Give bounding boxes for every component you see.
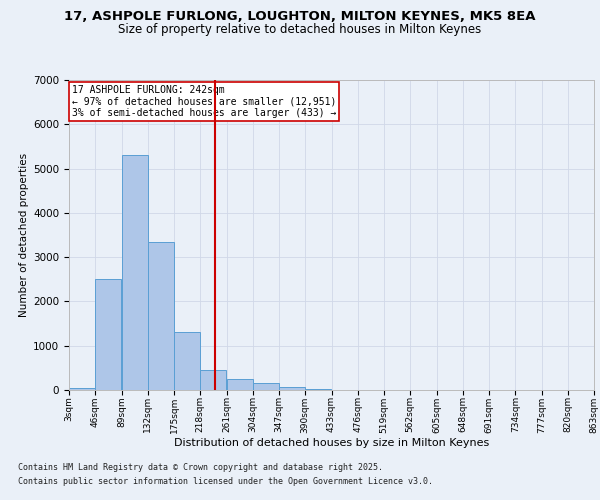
Y-axis label: Number of detached properties: Number of detached properties [19, 153, 29, 317]
Bar [200, 370, 226, 390]
Bar [279, 388, 305, 390]
Bar [227, 379, 253, 390]
Text: 17, ASHPOLE FURLONG, LOUGHTON, MILTON KEYNES, MK5 8EA: 17, ASHPOLE FURLONG, LOUGHTON, MILTON KE… [64, 10, 536, 23]
Bar [305, 388, 331, 390]
Bar [95, 280, 121, 390]
Bar [148, 242, 174, 390]
Text: Size of property relative to detached houses in Milton Keynes: Size of property relative to detached ho… [118, 22, 482, 36]
Text: 17 ASHPOLE FURLONG: 242sqm
← 97% of detached houses are smaller (12,951)
3% of s: 17 ASHPOLE FURLONG: 242sqm ← 97% of deta… [71, 84, 336, 118]
Bar [174, 332, 200, 390]
Bar [69, 388, 95, 390]
X-axis label: Distribution of detached houses by size in Milton Keynes: Distribution of detached houses by size … [174, 438, 489, 448]
Bar [122, 156, 148, 390]
Bar [253, 384, 279, 390]
Text: Contains HM Land Registry data © Crown copyright and database right 2025.: Contains HM Land Registry data © Crown c… [18, 464, 383, 472]
Text: Contains public sector information licensed under the Open Government Licence v3: Contains public sector information licen… [18, 477, 433, 486]
